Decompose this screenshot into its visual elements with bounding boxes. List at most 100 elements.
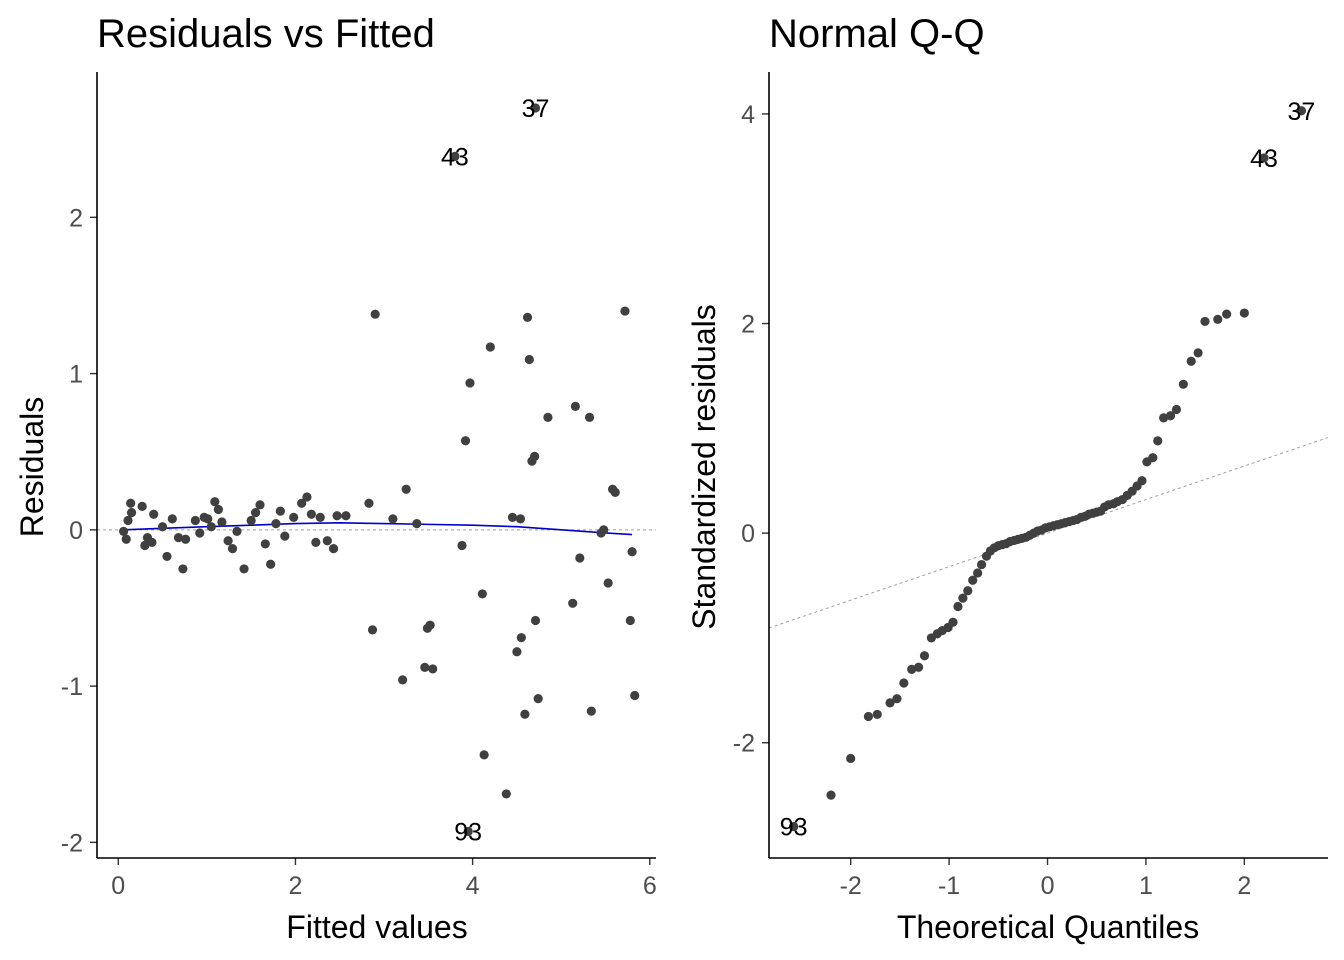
data-point — [620, 306, 630, 316]
data-point — [206, 522, 216, 532]
data-point — [625, 615, 635, 626]
data-point — [140, 540, 150, 551]
data-point — [147, 537, 157, 547]
data-point — [1165, 411, 1176, 421]
data-point — [425, 620, 435, 630]
normal-qq-panel: Normal Q-Q Theoretical Quantiles Standar… — [686, 12, 1329, 945]
data-point — [223, 536, 233, 546]
data-point — [533, 694, 543, 704]
data-point — [149, 509, 159, 519]
data-point — [341, 511, 351, 521]
data-point — [1239, 308, 1249, 318]
data-point — [524, 354, 534, 365]
data-point — [1178, 379, 1188, 389]
x-tick-label: 0 — [1041, 872, 1055, 900]
data-point — [520, 709, 530, 719]
outlier-label: 93 — [454, 818, 482, 846]
axis-lines — [96, 72, 656, 859]
y-tick-label: 2 — [69, 204, 83, 232]
data-point — [126, 498, 136, 508]
data-point — [512, 647, 522, 657]
outlier-point — [1296, 106, 1307, 116]
residuals-vs-fitted-panel: Residuals vs Fitted Fitted values Residu… — [14, 12, 657, 945]
data-point — [367, 625, 378, 635]
outlier-point — [789, 821, 799, 832]
data-point — [157, 522, 168, 532]
x-axis-title: Fitted values — [286, 909, 467, 945]
data-point — [575, 553, 585, 563]
chart-title: Residuals vs Fitted — [97, 12, 435, 56]
data-point — [599, 525, 609, 535]
data-point — [1213, 314, 1223, 324]
x-tick-label: 2 — [288, 872, 302, 900]
data-point — [311, 537, 321, 547]
outlier-label: 93 — [780, 814, 808, 842]
axis-ticks: 0 2 4 6 -2 -1 0 1 2 — [61, 204, 657, 900]
data-point — [460, 436, 471, 446]
axis-ticks: -2 -1 0 1 2 -2 0 2 4 — [733, 101, 1252, 900]
data-point — [118, 526, 129, 537]
data-point — [522, 312, 533, 322]
data-point — [1200, 316, 1210, 327]
data-point — [973, 568, 983, 578]
data-point — [227, 544, 238, 554]
data-point — [322, 536, 332, 546]
data-point — [477, 589, 487, 599]
outlier-label: 37 — [1288, 98, 1316, 126]
data-point — [1153, 436, 1163, 446]
data-point — [190, 515, 200, 526]
y-axis-title: Standardized residuals — [686, 304, 722, 630]
data-point — [271, 518, 281, 529]
data-point — [260, 539, 270, 549]
data-point — [584, 412, 595, 422]
chart-title: Normal Q-Q — [769, 12, 985, 56]
data-point — [246, 515, 256, 526]
outlier-point — [530, 103, 541, 113]
y-tick-label: 0 — [741, 520, 755, 548]
data-point — [137, 501, 147, 512]
axis-lines — [768, 72, 1328, 859]
data-point — [178, 564, 188, 574]
data-point — [239, 564, 249, 574]
data-point — [1186, 356, 1196, 366]
data-point — [275, 506, 285, 516]
data-point — [892, 694, 902, 704]
data-point — [863, 711, 873, 722]
data-point — [826, 790, 836, 800]
data-point — [412, 518, 422, 529]
data-point — [289, 512, 299, 522]
data-point — [280, 531, 290, 541]
data-point — [485, 342, 495, 352]
data-point — [515, 514, 526, 524]
data-point — [162, 551, 172, 562]
data-point — [968, 575, 978, 585]
data-point — [1222, 309, 1232, 319]
y-tick-label: -1 — [61, 673, 83, 701]
data-point — [976, 559, 987, 570]
outlier-point — [450, 151, 460, 161]
data-point — [457, 540, 467, 551]
data-point — [302, 492, 312, 502]
x-tick-label: -2 — [840, 872, 862, 900]
point-labels: 37 43 93 — [441, 95, 549, 846]
outlier-point — [463, 826, 473, 837]
data-point — [195, 528, 205, 538]
x-tick-label: 0 — [111, 872, 125, 900]
data-point — [846, 753, 856, 764]
data-point — [255, 500, 265, 510]
data-point — [603, 578, 613, 588]
data-point — [306, 509, 316, 519]
data-point — [167, 514, 177, 524]
data-point — [297, 498, 307, 508]
data-point — [885, 698, 895, 708]
data-point — [213, 504, 223, 515]
data-point — [913, 662, 924, 672]
y-tick-label: 4 — [741, 101, 755, 129]
data-point — [948, 617, 958, 627]
x-axis-title: Theoretical Quantiles — [897, 909, 1199, 945]
data-point — [123, 515, 133, 526]
y-tick-label: -2 — [733, 730, 755, 758]
outlier-label: 37 — [522, 95, 550, 123]
data-point — [627, 547, 637, 557]
y-axis-title: Residuals — [14, 397, 50, 538]
